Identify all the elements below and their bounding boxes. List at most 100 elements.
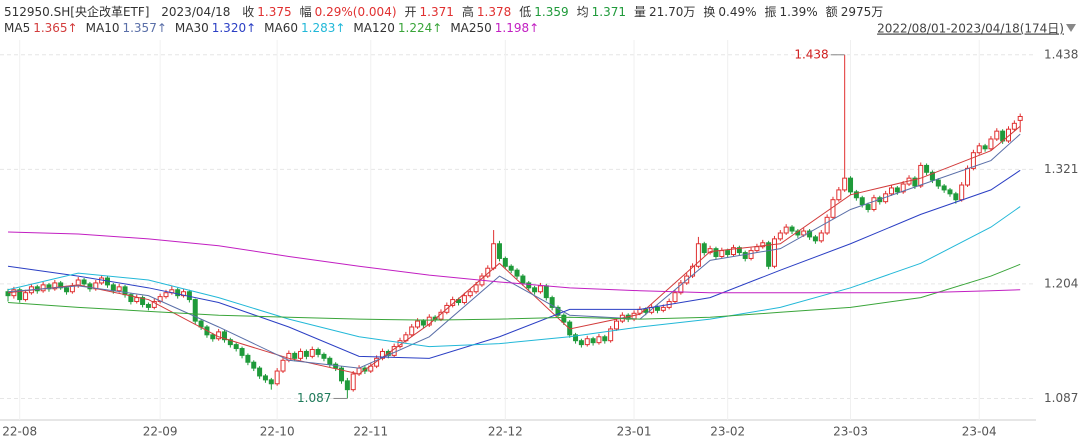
candle-body — [128, 294, 134, 303]
candle-body — [163, 292, 169, 298]
candle-body — [783, 226, 789, 234]
field-label: 换 — [703, 5, 716, 19]
field-label: 幅 — [299, 5, 312, 19]
candle-body — [17, 289, 23, 301]
candle-body — [672, 292, 678, 303]
candle-body — [719, 250, 725, 257]
candle-body — [344, 380, 350, 391]
candle-body — [912, 177, 918, 187]
legend-value: 1.224↑ — [397, 21, 443, 35]
candle-body — [420, 320, 426, 326]
candle-body — [853, 191, 859, 199]
candle-body — [959, 184, 965, 201]
candle-body — [818, 232, 824, 242]
candle-body — [175, 289, 181, 297]
field-label: 低 — [519, 5, 532, 19]
candle-body — [514, 269, 520, 277]
candle-body — [268, 379, 274, 385]
y-tick-label: 1.204 — [1044, 276, 1078, 290]
candle-body — [239, 348, 245, 356]
legend-value: 1.320↑ — [211, 21, 257, 35]
candle-body — [608, 328, 614, 342]
candle-body — [374, 357, 380, 367]
field-label: 均 — [576, 5, 589, 19]
candle-body — [116, 286, 122, 292]
candle-body — [842, 177, 848, 191]
legend-name: MA120 — [353, 21, 395, 35]
candle-body — [941, 185, 947, 191]
candle-body — [1011, 122, 1017, 130]
candle-body — [678, 282, 684, 294]
candle-body — [532, 287, 538, 293]
candle-body — [151, 301, 157, 308]
field-label: 开 — [404, 5, 417, 19]
candle-body — [298, 350, 304, 359]
ma-line — [7, 133, 1021, 369]
candle-body — [701, 243, 707, 254]
candle-body — [766, 242, 772, 267]
ma-line — [7, 206, 1021, 348]
candle-body — [859, 197, 865, 206]
field-value: 1.359 — [534, 5, 569, 19]
field-label: 高 — [461, 5, 474, 19]
candle-body — [578, 340, 584, 346]
candle-body — [537, 285, 543, 293]
candle-body — [947, 189, 953, 195]
date-range[interactable]: 2022/08/01-2023/04/18(174日) — [877, 22, 1064, 36]
candle-body — [257, 367, 263, 377]
candle-body — [748, 250, 754, 259]
candle-body — [64, 287, 70, 293]
candle-body — [561, 314, 567, 323]
candle-body — [865, 204, 871, 210]
field-value: 1.39% — [779, 5, 818, 19]
candle-body — [409, 326, 415, 336]
field-value: 0.49% — [718, 5, 757, 19]
candle-body — [496, 243, 502, 259]
candle-body — [221, 331, 227, 341]
candle-body — [526, 282, 532, 289]
candle-body — [924, 164, 930, 173]
field-value: 21.70万 — [649, 5, 696, 19]
candle-body — [520, 275, 526, 284]
candle-body — [379, 350, 385, 359]
candle-body — [713, 248, 719, 257]
x-tick-label: 23-01 — [617, 425, 652, 439]
candle-body — [140, 297, 146, 305]
candle-body — [461, 295, 467, 304]
candle-body — [192, 299, 198, 322]
candle-body — [426, 316, 432, 326]
candle-body — [731, 247, 737, 256]
x-tick-label: 22-12 — [488, 425, 523, 439]
candle-body — [473, 284, 479, 293]
candle-body — [970, 152, 976, 169]
candle-body — [812, 236, 818, 242]
candle-body — [227, 339, 233, 346]
candle-body — [467, 291, 473, 297]
candle-body — [210, 334, 216, 340]
range-dropdown[interactable] — [1066, 24, 1076, 32]
candle-body — [976, 145, 982, 154]
candle-body — [836, 189, 842, 201]
candle-body — [508, 265, 514, 271]
field-label: 额 — [825, 5, 838, 19]
candle-body — [871, 197, 877, 210]
annotation-label: 1.438 — [794, 47, 828, 61]
candle-body — [935, 179, 941, 187]
candle-body — [1017, 115, 1023, 121]
candle-body — [789, 226, 795, 232]
candle-body — [754, 246, 760, 252]
field-value: 0.29%(0.004) — [314, 5, 397, 19]
candle-body — [982, 145, 988, 150]
x-tick-label: 22-08 — [2, 425, 37, 439]
y-tick-label: 1.438 — [1044, 47, 1078, 61]
candle-body — [87, 283, 93, 290]
stock-name: 512950.SH[央企改革ETF] — [4, 5, 150, 19]
legend-name: MA30 — [174, 21, 209, 35]
field-value: 1.375 — [257, 5, 292, 19]
legend-name: MA60 — [264, 21, 298, 35]
candle-body — [555, 306, 561, 316]
candle-body — [707, 248, 713, 254]
candle-body — [584, 338, 590, 346]
candle-body — [309, 349, 315, 357]
